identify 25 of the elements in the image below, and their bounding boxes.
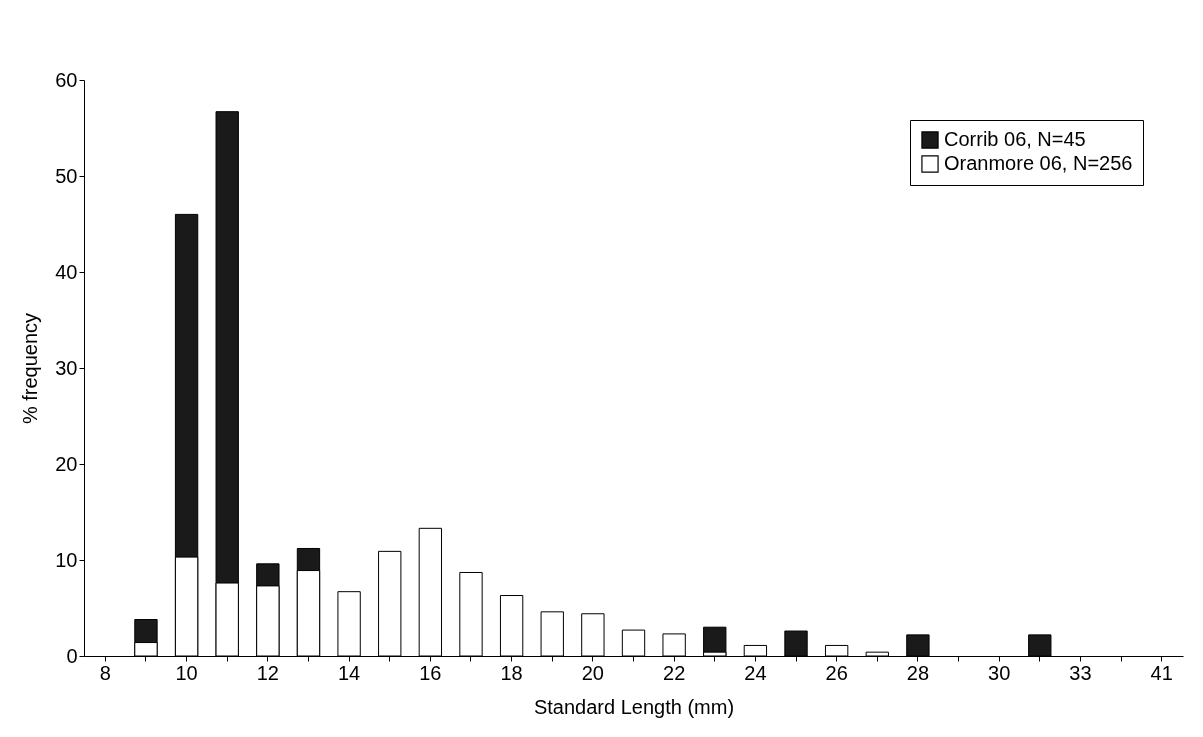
x-axis-title: Standard Length (mm) [533,695,735,718]
y-tick-label: 30 [55,356,78,379]
y-tick-label: 20 [55,452,78,475]
y-tick-label: 40 [55,260,78,283]
legend-label: Corrib 06, N=45 [944,128,1086,150]
x-tick-label: 22 [663,661,686,684]
x-tick-label: 33 [1069,661,1092,684]
x-tick-label: 20 [581,661,604,684]
x-tick-label: 26 [825,661,848,684]
x-tick-label: 10 [175,661,198,684]
y-tick-label: 50 [55,164,78,187]
x-tick-label: 24 [744,661,767,684]
y-axis-title: % frequency [19,312,42,425]
y-tick-label: 0 [66,644,78,667]
x-tick-label: 30 [988,661,1011,684]
x-tick-label: 8 [99,661,111,684]
x-tick-label: 28 [906,661,930,684]
x-tick-label: 12 [256,661,279,684]
x-tick-label: 41 [1150,661,1173,684]
y-tick-label: 60 [55,68,78,91]
y-tick-label: 10 [55,548,78,571]
x-tick-label: 16 [419,661,442,684]
legend-label: Oranmore 06, N=256 [944,152,1133,174]
x-tick-label: 18 [500,661,523,684]
x-tick-label: 14 [337,661,361,684]
